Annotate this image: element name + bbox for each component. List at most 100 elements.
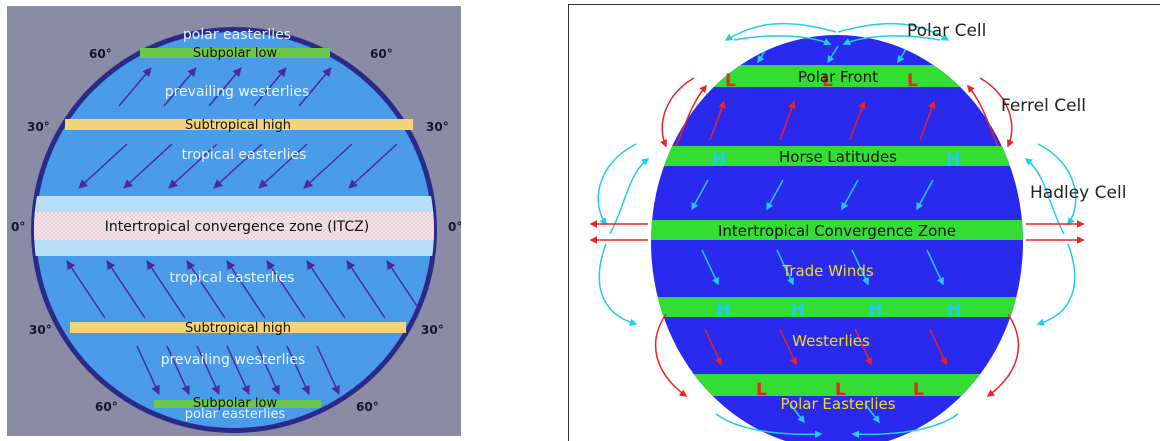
wind-arrow bbox=[166, 345, 190, 395]
pressure-marker-high: H bbox=[868, 300, 882, 320]
wind-arrow bbox=[146, 260, 186, 319]
lat-60-south-left: 60° bbox=[95, 400, 118, 414]
wind-arrow bbox=[136, 345, 160, 395]
wind-arrow bbox=[316, 345, 340, 395]
wind-arrow bbox=[298, 67, 332, 107]
cell-arrow bbox=[851, 413, 959, 439]
cell-arrow bbox=[967, 84, 999, 147]
pressure-marker-low: L bbox=[835, 380, 846, 400]
wind-arrow bbox=[849, 100, 866, 141]
wind-arrow bbox=[163, 67, 197, 107]
prevailing-westerlies-bottom-label: prevailing westerlies bbox=[161, 352, 306, 368]
tropical-easterlies-bottom-label: tropical easterlies bbox=[170, 270, 295, 286]
wind-arrow bbox=[66, 260, 106, 319]
cell-arrow bbox=[1036, 243, 1076, 326]
cell-arrow bbox=[609, 158, 650, 235]
prevailing-westerlies-top-label: prevailing westerlies bbox=[165, 84, 310, 100]
subpolar-low-bottom-label: Subpolar low bbox=[193, 396, 278, 411]
cell-arrow bbox=[660, 77, 695, 148]
polar-cell-label: Polar Cell bbox=[907, 21, 986, 41]
subtropical-high-band-top bbox=[65, 119, 413, 130]
cell-arrow bbox=[715, 413, 823, 439]
wind-arrow bbox=[701, 249, 719, 286]
itcz-label: Intertropical Convergence Zone bbox=[718, 222, 956, 240]
wind-arrow bbox=[258, 143, 308, 189]
cell-arrow bbox=[675, 84, 707, 147]
lat-30-south-right: 30° bbox=[421, 323, 444, 337]
wind-arrow bbox=[253, 67, 287, 107]
cell-arrow bbox=[1024, 158, 1065, 235]
wind-arrow bbox=[776, 249, 794, 286]
subpolar-low-band-bottom bbox=[154, 400, 321, 408]
subtropical-high-top-label: Subtropical high bbox=[185, 118, 291, 133]
pressure-marker-low: L bbox=[907, 71, 918, 91]
wind-arrow bbox=[213, 143, 263, 189]
wind-arrow bbox=[306, 260, 346, 319]
atmospheric-circulation-cells-diagram: L L L H H H H H H L L L Polar Front Hors… bbox=[568, 4, 1160, 441]
wind-arrow bbox=[789, 403, 805, 424]
cell-arrow bbox=[842, 35, 941, 46]
lat-30-south-left: 30° bbox=[29, 323, 52, 337]
lat-60-south-right: 60° bbox=[356, 400, 379, 414]
itcz-band bbox=[651, 220, 1023, 240]
pressure-marker-low: L bbox=[725, 71, 736, 91]
polar-front-band bbox=[651, 65, 1023, 87]
wind-arrow bbox=[266, 260, 306, 319]
subtropical-high-band-bottom bbox=[70, 322, 406, 333]
wind-arrow bbox=[919, 100, 936, 141]
wind-arrows bbox=[66, 67, 426, 395]
global-wind-belts-diagram: polar easterlies Subpolar low prevailing… bbox=[7, 6, 461, 436]
wind-arrow bbox=[196, 345, 220, 395]
westerlies-label: Westerlies bbox=[792, 332, 870, 350]
wind-arrow bbox=[78, 143, 128, 189]
cell-arrow bbox=[724, 22, 837, 41]
ferrel-cell-label: Ferrel Cell bbox=[1001, 96, 1086, 116]
cell-arrow bbox=[986, 313, 1020, 397]
polar-easterlies-label: Polar Easterlies bbox=[780, 395, 895, 413]
cell-arrow bbox=[597, 143, 637, 226]
wind-arrow bbox=[226, 345, 250, 395]
wind-arrow bbox=[256, 345, 280, 395]
lat-60-north-left: 60° bbox=[89, 47, 112, 61]
subpolar-low-top-label: Subpolar low bbox=[193, 46, 278, 61]
wind-arrow bbox=[827, 45, 839, 64]
wind-arrow bbox=[186, 260, 226, 319]
lat-30-north-left: 30° bbox=[27, 120, 50, 134]
cell-arrow bbox=[654, 313, 688, 397]
wind-arrow bbox=[766, 179, 784, 211]
wind-arrow bbox=[348, 143, 398, 189]
wind-arrow bbox=[168, 143, 218, 189]
southern-high-band bbox=[651, 297, 1023, 317]
hadley-cell-label: Hadley Cell bbox=[1030, 183, 1126, 203]
pressure-marker-high: H bbox=[791, 300, 805, 320]
pressure-marker-high: H bbox=[716, 300, 730, 320]
wind-arrow bbox=[929, 328, 947, 366]
surface-wind-arrows bbox=[691, 45, 947, 424]
polar-easterlies-top-label: polar easterlies bbox=[183, 27, 291, 43]
pressure-marker-high: H bbox=[712, 150, 726, 170]
pressure-marker-high: H bbox=[947, 300, 961, 320]
wind-arrow bbox=[123, 143, 173, 189]
pressure-marker-low: L bbox=[822, 71, 833, 91]
polar-easterlies-bottom-label: polar easterlies bbox=[185, 407, 286, 422]
polar-front-label: Polar Front bbox=[798, 68, 878, 86]
horse-latitudes-label: Horse Latitudes bbox=[779, 148, 897, 166]
lat-0-left: 0° bbox=[11, 220, 25, 234]
lat-30-north-right: 30° bbox=[426, 120, 449, 134]
wind-arrow bbox=[864, 403, 880, 424]
cell-arrow bbox=[733, 35, 832, 46]
cell-arrow bbox=[598, 243, 638, 326]
cell-arrow bbox=[837, 22, 950, 41]
itcz-band bbox=[34, 212, 434, 240]
wind-arrow bbox=[106, 260, 146, 319]
wind-arrow bbox=[286, 345, 310, 395]
pressure-marker-low: L bbox=[913, 380, 924, 400]
pressure-marker-low: L bbox=[756, 380, 767, 400]
circulation-cell-arrows bbox=[589, 22, 1085, 439]
wind-arrow bbox=[779, 328, 797, 366]
cell-arrow bbox=[1037, 143, 1077, 226]
subpolar-low-band-top bbox=[140, 48, 330, 58]
wind-arrow bbox=[854, 328, 872, 366]
wind-arrow bbox=[118, 67, 152, 107]
wind-arrow bbox=[303, 143, 353, 189]
